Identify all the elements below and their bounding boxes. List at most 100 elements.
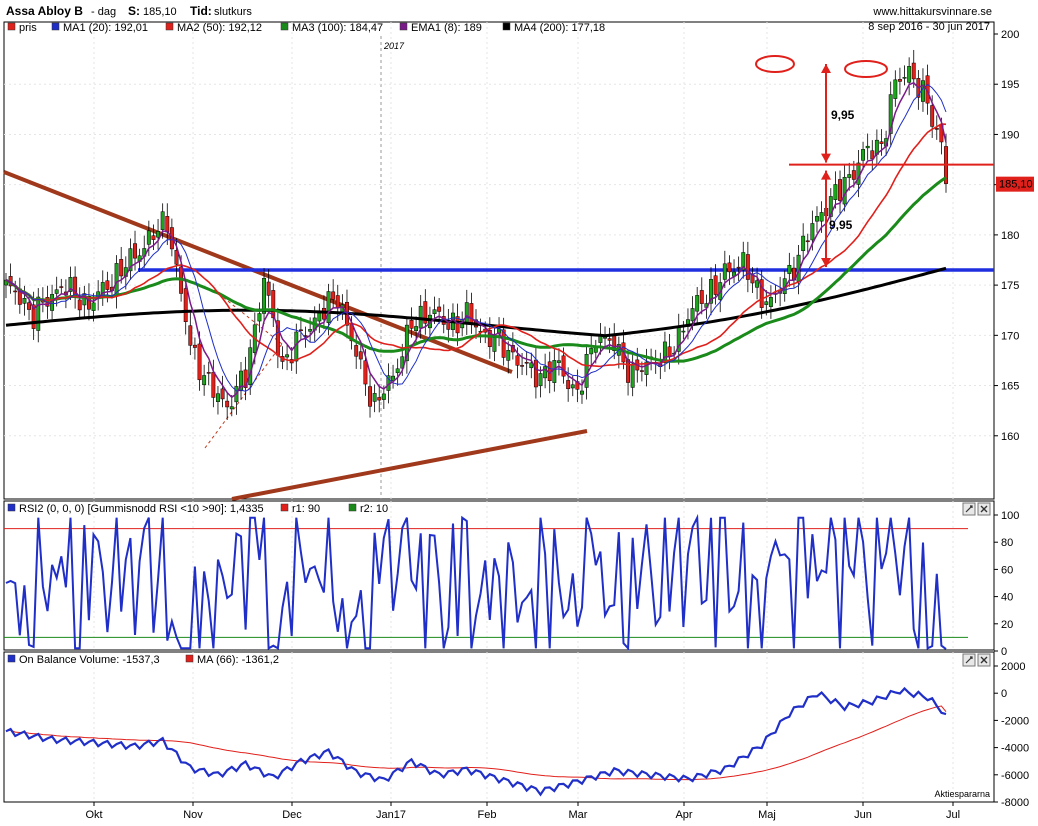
legend-label: r2: 10 (360, 503, 388, 515)
rsi-close-button[interactable] (977, 502, 991, 516)
y-tick-label: -2000 (1001, 715, 1029, 727)
legend-label: MA4 (200): 177,18 (514, 22, 605, 34)
candle (183, 288, 188, 323)
candle (165, 216, 170, 233)
price-legend: pris MA1 (20): 192,01 MA2 (50): 192,12 MA3 … (7, 22, 605, 34)
candle (266, 281, 271, 296)
y-tick-label: 175 (1001, 280, 1019, 292)
candle (566, 380, 571, 390)
legend-swatch (185, 654, 194, 663)
candle (363, 360, 368, 385)
candle (197, 343, 202, 381)
obv-close-button[interactable] (977, 653, 991, 667)
legend-swatch (348, 503, 357, 512)
candle (492, 337, 497, 352)
candle (787, 264, 792, 274)
candle (727, 262, 732, 273)
obv-line (5, 686, 947, 797)
channel-line (213, 289, 283, 345)
candle (589, 348, 594, 355)
moving-averages (5, 81, 947, 399)
candle (819, 212, 824, 222)
obv-panel (3, 651, 995, 803)
candle (377, 397, 382, 401)
candle (91, 302, 96, 311)
candle (128, 248, 133, 272)
candle (423, 301, 428, 324)
candle (321, 307, 326, 320)
obv-y-axis: -8000 -6000 -4000 -2000 0 2000 (994, 661, 1029, 809)
candle (911, 62, 916, 80)
candle (644, 361, 649, 375)
x-tick-label: Dec (282, 809, 302, 821)
candle (192, 344, 197, 348)
candle (879, 141, 884, 144)
candle (764, 301, 769, 305)
candle (524, 361, 529, 364)
candle (593, 347, 598, 353)
candle (810, 223, 815, 241)
measured-move-lower-head (821, 170, 831, 180)
candle (515, 355, 520, 366)
candle (146, 230, 151, 245)
y-tick-label: -8000 (1001, 797, 1029, 809)
top-marker (755, 55, 795, 73)
candle (861, 149, 866, 161)
candle (607, 338, 612, 341)
price-grid (4, 22, 994, 499)
legend-label: RSI2 (0, 0, 0) [Gummisnodd RSI <10 >90]:… (19, 503, 264, 515)
candle (298, 329, 303, 332)
candle (211, 372, 216, 398)
candle (114, 263, 119, 296)
annotations (755, 55, 994, 268)
candle (271, 290, 276, 319)
rsi-settings-button[interactable] (962, 502, 976, 516)
candle (487, 329, 492, 347)
y-tick-label: 0 (1001, 688, 1007, 700)
candle (188, 325, 193, 346)
candle (501, 329, 506, 358)
candle (455, 316, 460, 334)
candle (326, 291, 331, 323)
candle (897, 79, 902, 82)
candle (36, 296, 41, 331)
obv-legend: On Balance Volume: -1537,3 MA (66): -1361… (7, 654, 279, 666)
x-axis: Okt Nov Dec Jan17 Feb Mar Apr Maj Jun Jul (85, 802, 960, 821)
candle (865, 145, 870, 149)
obv-settings-button[interactable] (962, 653, 976, 667)
candle (529, 362, 534, 369)
legend-swatch (51, 22, 60, 31)
candle (699, 290, 704, 304)
x-tick-label: Nov (183, 809, 203, 821)
x-tick-label: Jan17 (376, 809, 406, 821)
x-tick-label: Okt (85, 809, 102, 821)
candle (930, 105, 935, 127)
x-tick-label: Feb (478, 809, 497, 821)
candle (105, 280, 110, 290)
candle (584, 354, 589, 388)
candle (690, 308, 695, 322)
uptrend-line (231, 429, 588, 501)
candle (888, 94, 893, 134)
candle (82, 293, 87, 306)
candle (437, 306, 442, 312)
legend-label: EMA1 (8): 189 (411, 22, 482, 34)
candle (262, 277, 266, 314)
y-tick-label: 40 (1001, 592, 1013, 604)
candle (838, 179, 842, 201)
header-last-value: 185,10 (143, 6, 177, 18)
header-mode-value: slutkurs (214, 6, 252, 18)
candle (902, 77, 907, 79)
candle (842, 176, 847, 205)
legend-swatch (280, 503, 289, 512)
header-interval: - dag (91, 6, 116, 18)
candle (354, 345, 359, 357)
measured-move-upper-head (821, 153, 831, 163)
candle (54, 289, 59, 294)
ma4-line (5, 266, 947, 338)
y-tick-label: 80 (1001, 537, 1013, 549)
y-tick-label: 180 (1001, 230, 1019, 242)
x-tick-label: Jul (946, 809, 960, 821)
wrench-icon (965, 656, 973, 664)
rsi-legend: RSI2 (0, 0, 0) [Gummisnodd RSI <10 >90]:… (7, 503, 388, 515)
